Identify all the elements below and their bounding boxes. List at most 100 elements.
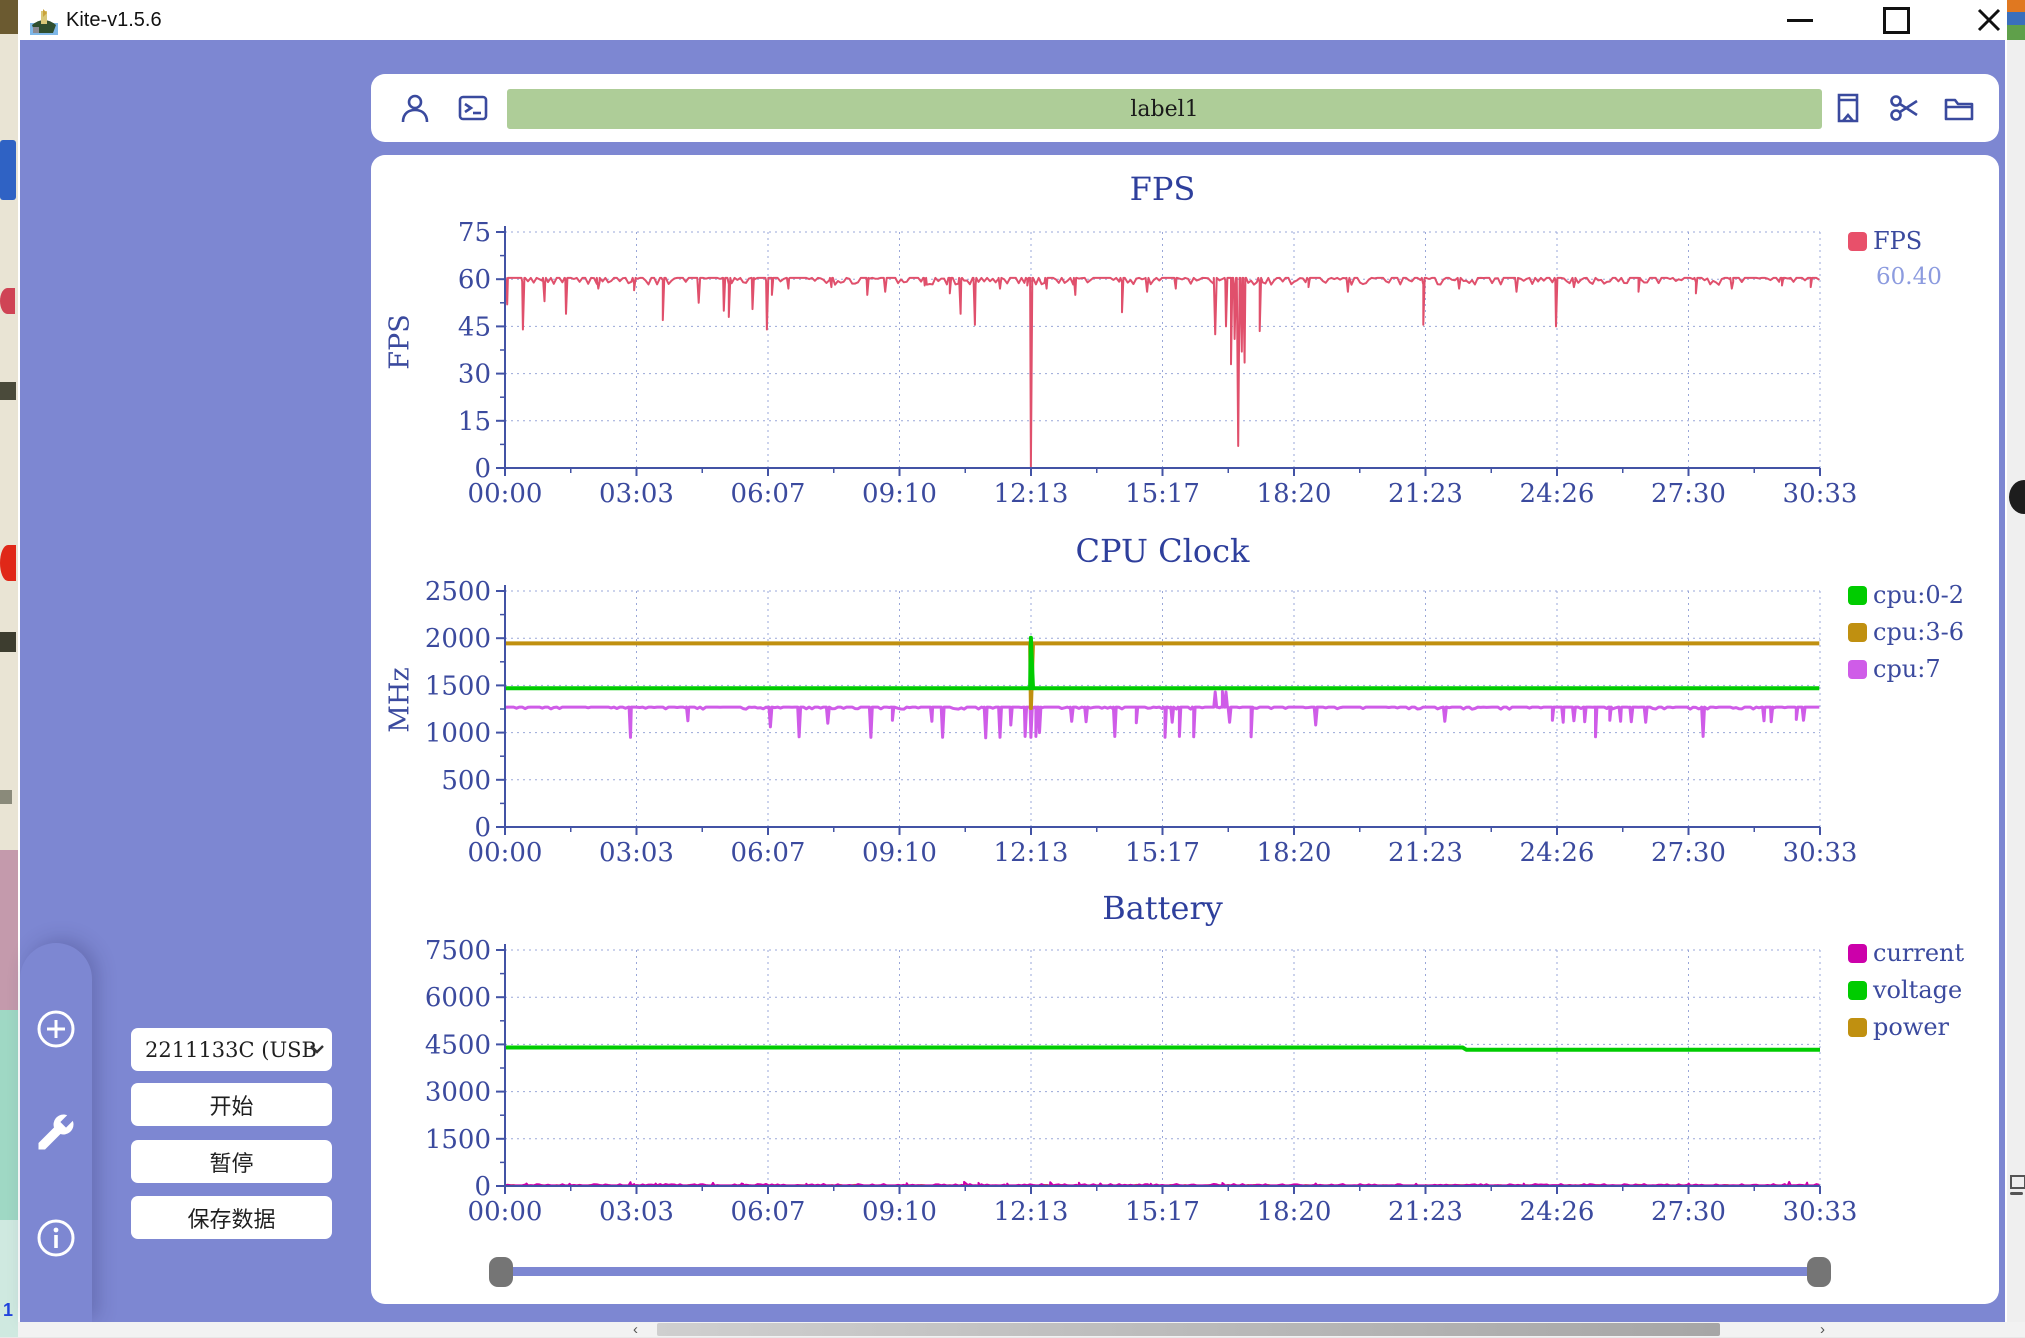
browser-scrollbar-thumb[interactable] <box>657 1323 1720 1336</box>
background-right-strip <box>2007 40 2025 1322</box>
background-left-strip: 1 <box>0 0 18 1337</box>
x-tick-label: 27:30 <box>1651 1197 1726 1227</box>
x-tick-label: 12:13 <box>994 1197 1069 1227</box>
add-button[interactable] <box>35 1008 77 1050</box>
legend-swatch <box>1848 943 1867 963</box>
chart-plot: 0 500 1000 1500 2000 2500 00:00 03:03 06:07 09:10… <box>425 577 1858 868</box>
plus-circle-icon <box>37 1010 75 1048</box>
x-tick-label: 00:00 <box>468 1197 543 1227</box>
x-tick-label: 15:17 <box>1125 479 1200 509</box>
y-tick-label: 2000 <box>425 624 491 654</box>
legend-current-value: 60.40 <box>1876 264 1942 290</box>
x-tick-label: 00:00 <box>468 838 543 868</box>
x-tick-label: 12:13 <box>994 479 1069 509</box>
app-icon <box>30 9 58 35</box>
y-tick-label: 30 <box>458 360 491 390</box>
label-input[interactable] <box>507 89 1822 129</box>
y-tick-label: 4500 <box>425 1030 491 1060</box>
range-slider-track[interactable] <box>501 1267 1819 1276</box>
pause-button[interactable]: 暂停 <box>131 1140 332 1183</box>
console-button[interactable] <box>456 91 490 125</box>
legend-swatch <box>1848 231 1867 251</box>
wrench-icon <box>38 1114 74 1150</box>
background-right-sliver <box>2007 0 2025 40</box>
minimize-button[interactable] <box>1770 0 1830 40</box>
legend-label: cpu:7 <box>1873 655 1941 683</box>
legend-label: voltage <box>1873 976 1963 1004</box>
cut-button[interactable] <box>1887 91 1921 125</box>
bg-fragment <box>0 790 12 804</box>
folder-icon <box>1944 98 1974 121</box>
device-select[interactable]: 2211133C (USB <box>131 1028 332 1071</box>
y-tick-label: 1000 <box>425 719 491 749</box>
legend-item: power <box>1848 1013 1964 1041</box>
info-button[interactable] <box>35 1217 77 1259</box>
legend-item: current <box>1848 939 1964 967</box>
maximize-icon <box>1882 6 1910 34</box>
bg-fragment <box>0 288 15 314</box>
scroll-left-chevron[interactable]: ‹ <box>633 1321 638 1338</box>
x-tick-label: 30:33 <box>1783 1197 1858 1227</box>
y-tick-label: 0 <box>474 454 491 484</box>
chart-title: Battery <box>1102 889 1223 927</box>
chart-legend: cpu:0-2 cpu:3-6 cpu:7 <box>1848 581 1964 683</box>
slider-handle-left[interactable] <box>489 1257 513 1287</box>
chart-legend: current voltage power <box>1848 939 1964 1041</box>
legend-swatch <box>1848 659 1867 679</box>
legend-label: cpu:3-6 <box>1873 618 1964 646</box>
save-data-button[interactable]: 保存数据 <box>131 1196 332 1239</box>
legend-label: FPS <box>1873 227 1923 255</box>
y-tick-label: 2500 <box>425 577 491 607</box>
slider-handle-right[interactable] <box>1807 1257 1831 1287</box>
open-file-button[interactable] <box>1942 91 1976 125</box>
scroll-right-chevron[interactable]: › <box>1820 1321 1825 1338</box>
bookmark-icon <box>1837 93 1859 123</box>
bg-image-fragment <box>0 1010 18 1220</box>
settings-button[interactable] <box>35 1111 77 1153</box>
user-button[interactable] <box>398 91 432 125</box>
x-tick-label: 30:33 <box>1783 838 1858 868</box>
chart-panel <box>371 155 1999 1304</box>
y-tick-label: 1500 <box>425 1125 491 1155</box>
y-tick-label: 6000 <box>425 983 491 1013</box>
bg-widget-fragment <box>2010 1192 2023 1195</box>
legend-swatch <box>1848 1017 1867 1037</box>
x-tick-label: 18:20 <box>1257 838 1332 868</box>
y-tick-label: 60 <box>458 265 491 295</box>
bg-widget-fragment <box>2010 1175 2025 1189</box>
bg-fragment <box>0 545 16 581</box>
title-bar: Kite-v1.5.6 <box>18 0 2007 40</box>
x-tick-label: 03:03 <box>599 479 674 509</box>
side-toolbar <box>20 943 92 1322</box>
legend-swatch <box>1848 980 1867 1000</box>
y-tick-label: 500 <box>441 766 491 796</box>
chart-title: FPS <box>1129 170 1196 208</box>
x-tick-label: 21:23 <box>1388 1197 1463 1227</box>
y-tick-label: 45 <box>458 312 491 342</box>
maximize-button[interactable] <box>1866 0 1926 40</box>
legend-item: cpu:0-2 <box>1848 581 1964 609</box>
x-tick-label: 24:26 <box>1520 479 1595 509</box>
x-tick-label: 24:26 <box>1520 838 1595 868</box>
y-tick-label: 7500 <box>425 936 491 966</box>
window-title: Kite-v1.5.6 <box>66 8 162 31</box>
scissors-icon <box>1890 95 1918 121</box>
x-tick-label: 15:17 <box>1125 838 1200 868</box>
x-tick-label: 06:07 <box>731 1197 806 1227</box>
legend-item: FPS <box>1848 227 1942 255</box>
device-select-value: 2211133C (USB <box>145 1037 317 1062</box>
start-button[interactable]: 开始 <box>131 1083 332 1126</box>
bookmark-button[interactable] <box>1831 91 1865 125</box>
x-tick-label: 21:23 <box>1388 479 1463 509</box>
close-button[interactable] <box>1959 0 2019 40</box>
legend-label: cpu:0-2 <box>1873 581 1964 609</box>
x-tick-label: 27:30 <box>1651 479 1726 509</box>
x-tick-label: 09:10 <box>862 479 937 509</box>
x-tick-label: 12:13 <box>994 838 1069 868</box>
chart-legend: FPS 60.40 <box>1848 227 1942 290</box>
x-tick-label: 18:20 <box>1257 479 1332 509</box>
bg-floating-button <box>2009 480 2025 514</box>
x-tick-label: 18:20 <box>1257 1197 1332 1227</box>
legend-item: cpu:3-6 <box>1848 618 1964 646</box>
x-tick-label: 03:03 <box>599 1197 674 1227</box>
